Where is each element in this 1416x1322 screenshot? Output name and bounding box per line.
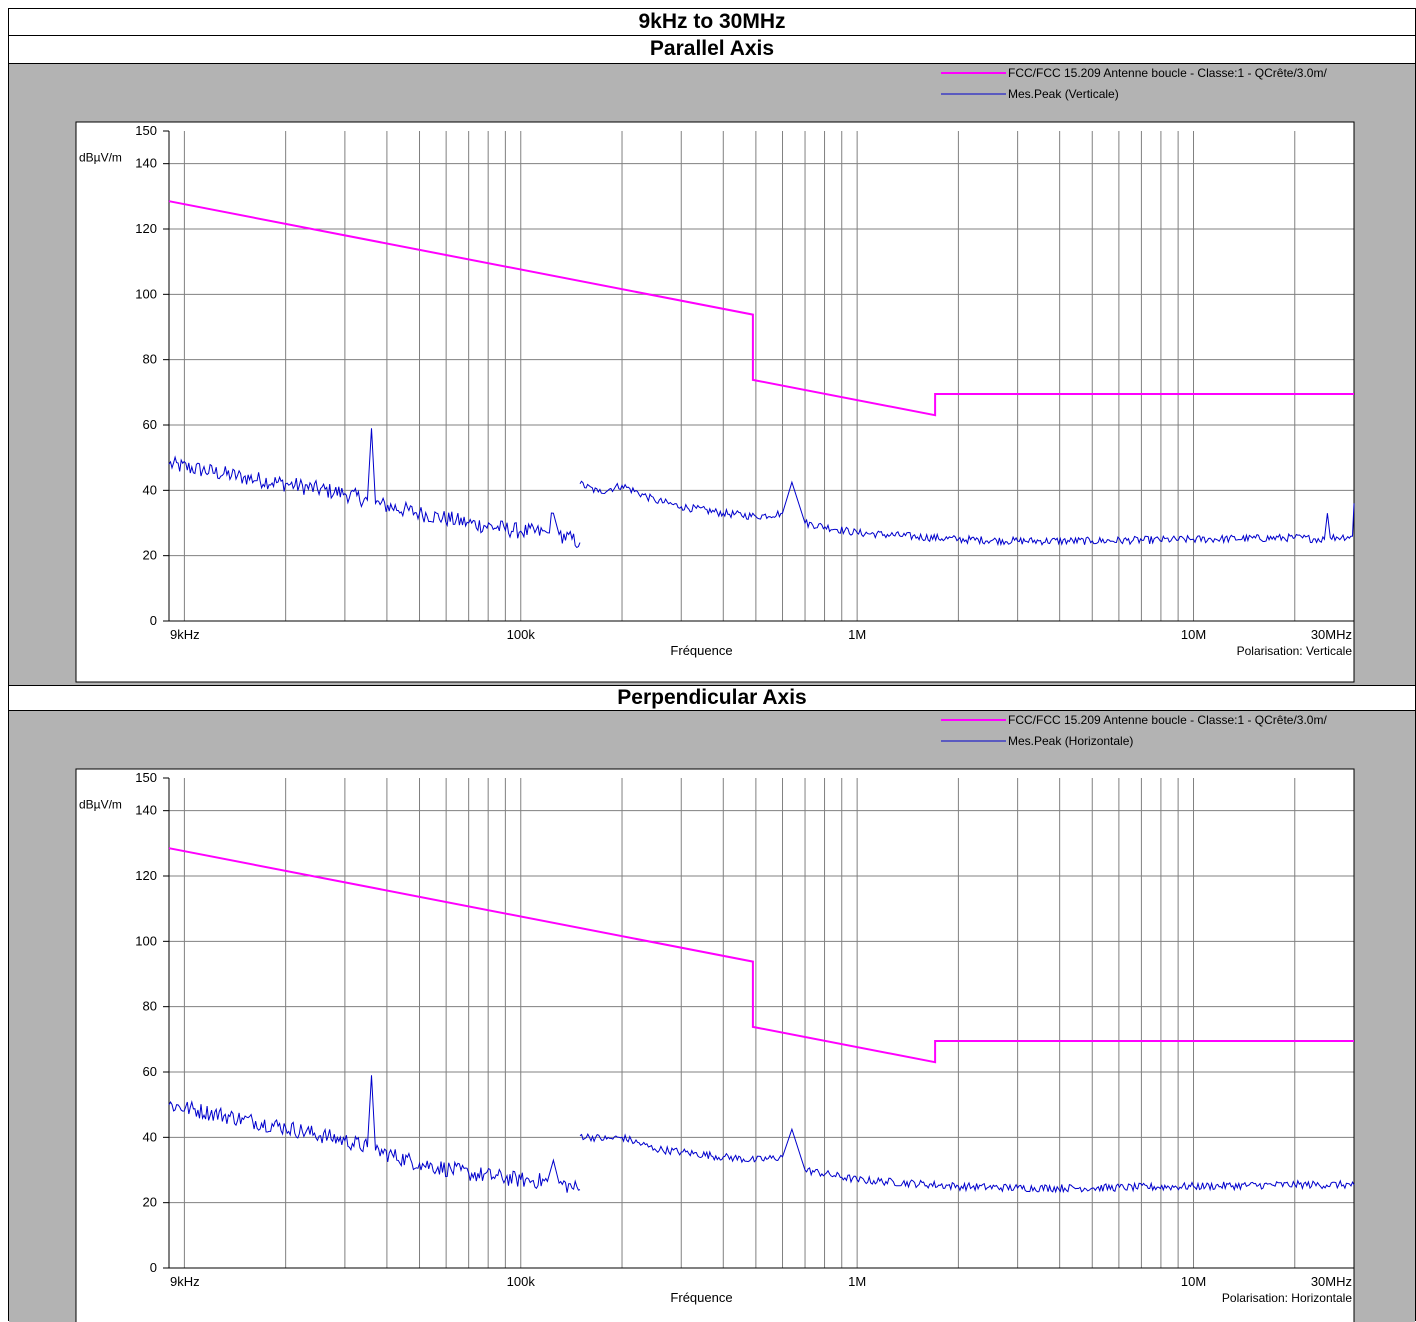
y-tick-label: 60 (143, 1064, 157, 1079)
measurement-trace (579, 1127, 1355, 1194)
legend-label: Mes.Peak (Verticale) (1008, 87, 1119, 101)
panel-title-parallel: Parallel Axis (9, 36, 1415, 64)
y-tick-label: 140 (135, 803, 157, 818)
y-tick-label: 0 (150, 613, 157, 628)
x-tick-label: 9kHz (170, 627, 200, 642)
y-tick-label: 100 (135, 933, 157, 948)
x-tick-label: 1M (848, 627, 866, 642)
y-tick-label: 140 (135, 156, 157, 171)
y-tick-label: 20 (143, 1195, 157, 1210)
y-axis-label: dBµV/m (79, 151, 122, 165)
panel-title-perpendicular: Perpendicular Axis (9, 686, 1415, 711)
legend: FCC/FCC 15.209 Antenne boucle - Classe:1… (941, 66, 1327, 101)
y-axis-label: dBµV/m (79, 798, 122, 812)
y-tick-label: 60 (143, 417, 157, 432)
x-tick-label: 1M (848, 1274, 866, 1289)
y-tick-label: 0 (150, 1260, 157, 1275)
legend: FCC/FCC 15.209 Antenne boucle - Classe:1… (941, 713, 1327, 748)
x-tick-label: 30MHz (1311, 1274, 1352, 1289)
x-tick-label: 9kHz (170, 1274, 200, 1289)
legend-label: FCC/FCC 15.209 Antenne boucle - Classe:1… (1008, 713, 1327, 727)
measurement-trace (168, 1075, 581, 1193)
chart-panel-parallel: 0 20 40 60 80 100 120 140 150 dBµV/m 9kHz 100k 1M 10M… (9, 64, 1415, 686)
y-tick-label: 80 (143, 352, 157, 367)
y-tick-label: 20 (143, 548, 157, 563)
report-frame: 9kHz to 30MHz Parallel Axis 0 20 40 60 80 100… (8, 8, 1416, 1322)
x-tick-label: 30MHz (1311, 627, 1352, 642)
y-tick-label: 150 (135, 123, 157, 138)
x-tick-label: 100k (507, 627, 536, 642)
legend-label: FCC/FCC 15.209 Antenne boucle - Classe:1… (1008, 66, 1327, 80)
y-tick-label: 80 (143, 999, 157, 1014)
y-tick-label: 120 (135, 221, 157, 236)
chart-panel-perpendicular: 0 20 40 60 80 100 120 140 150 dBµV/m 9kHz 100k 1M 10M… (9, 711, 1415, 1322)
legend-label: Mes.Peak (Horizontale) (1008, 734, 1133, 748)
x-tick-label: 10M (1181, 627, 1206, 642)
chart-parallel-axis: 0 20 40 60 80 100 120 140 150 dBµV/m 9kHz 100k 1M 10M… (75, 66, 1355, 683)
limit-line (168, 200, 1354, 417)
plot-background (75, 768, 1355, 1322)
x-axis-label: Fréquence (670, 1290, 732, 1305)
y-tick-label: 150 (135, 770, 157, 785)
x-tick-label: 100k (507, 1274, 536, 1289)
polarisation-label: Polarisation: Horizontale (1222, 1291, 1352, 1305)
y-tick-label: 100 (135, 286, 157, 301)
report-title: 9kHz to 30MHz (9, 9, 1415, 36)
y-tick-label: 40 (143, 1129, 157, 1144)
limit-line (168, 847, 1354, 1064)
x-tick-label: 10M (1181, 1274, 1206, 1289)
x-axis-label: Fréquence (670, 643, 732, 658)
polarisation-label: Polarisation: Verticale (1237, 644, 1353, 658)
measurement-trace (168, 428, 581, 549)
measurement-trace (579, 480, 1355, 547)
y-tick-label: 40 (143, 482, 157, 497)
chart-perpendicular-axis: 0 20 40 60 80 100 120 140 150 dBµV/m 9kHz 100k 1M 10M… (75, 713, 1355, 1322)
plot-background (75, 121, 1355, 683)
y-tick-label: 120 (135, 868, 157, 883)
